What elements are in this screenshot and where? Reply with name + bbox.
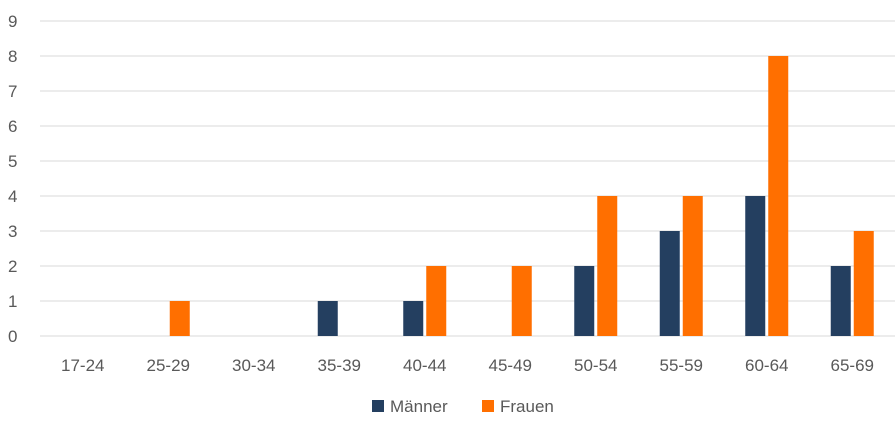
x-tick-label: 30-34	[232, 356, 275, 375]
x-tick-label: 65-69	[831, 356, 874, 375]
bar-frauen-40-44	[426, 266, 447, 336]
y-axis-tick-labels: 0 1 2 3 4 5 6 7 8 9	[8, 12, 17, 346]
x-tick-label: 35-39	[318, 356, 361, 375]
x-tick-label: 40-44	[403, 356, 446, 375]
y-tick-label: 5	[8, 152, 17, 171]
x-axis-tick-labels: 17-24 25-29 30-34 35-39 40-44 45-49 50-54 55-59…	[61, 356, 874, 375]
legend-swatch	[372, 400, 384, 412]
y-tick-label: 4	[8, 187, 17, 206]
y-tick-label: 2	[8, 257, 17, 276]
bar-männer-35-39	[317, 301, 338, 336]
x-tick-label: 55-59	[660, 356, 703, 375]
bar-männer-65-69	[830, 266, 851, 336]
y-tick-label: 0	[8, 327, 17, 346]
legend-item-frauen: Frauen	[482, 397, 554, 416]
legend-item-männer: Männer	[372, 397, 448, 416]
y-tick-label: 1	[8, 292, 17, 311]
legend-label: Männer	[390, 397, 448, 416]
bar-männer-60-64	[745, 196, 766, 336]
bar-männer-50-54	[574, 266, 595, 336]
gridlines	[40, 20, 895, 337]
bar-frauen-50-54	[597, 196, 618, 336]
y-tick-label: 6	[8, 117, 17, 136]
y-tick-label: 7	[8, 82, 17, 101]
x-tick-label: 17-24	[61, 356, 104, 375]
bar-männer-40-44	[403, 301, 424, 336]
legend: Männer Frauen	[372, 397, 554, 416]
bar-frauen-45-49	[511, 266, 532, 336]
y-tick-label: 8	[8, 47, 17, 66]
bar-frauen-60-64	[768, 56, 789, 336]
y-tick-label: 3	[8, 222, 17, 241]
legend-swatch	[482, 400, 494, 412]
x-tick-label: 25-29	[147, 356, 190, 375]
bar-frauen-55-59	[682, 196, 703, 336]
bars	[169, 56, 874, 336]
y-tick-label: 9	[8, 12, 17, 31]
x-tick-label: 60-64	[745, 356, 788, 375]
bar-männer-55-59	[659, 231, 680, 336]
bar-frauen-25-29	[169, 301, 190, 336]
x-tick-label: 50-54	[574, 356, 617, 375]
legend-label: Frauen	[500, 397, 554, 416]
x-tick-label: 45-49	[489, 356, 532, 375]
bar-frauen-65-69	[853, 231, 874, 336]
